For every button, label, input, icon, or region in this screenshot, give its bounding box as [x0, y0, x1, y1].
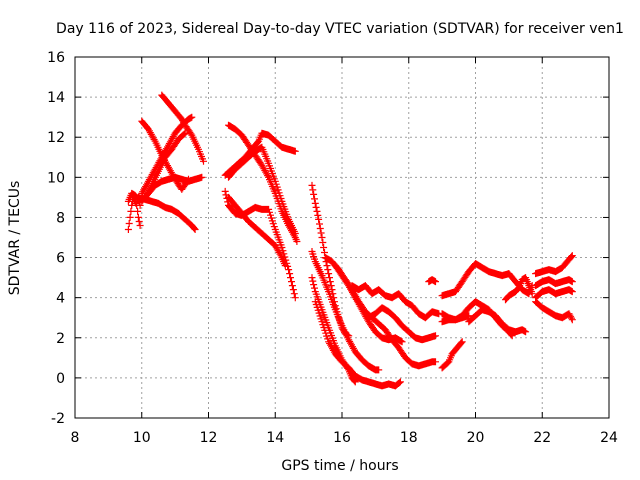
series-track-15: [308, 248, 383, 374]
grid: [75, 57, 609, 418]
x-tick-label: 16: [333, 430, 351, 446]
data-layer: [124, 91, 576, 390]
y-tick-label: -2: [51, 411, 65, 427]
x-tick-label: 8: [71, 430, 80, 446]
marker-path: [532, 276, 576, 290]
y-tick-label: 14: [47, 90, 65, 106]
series-track-27: [465, 306, 530, 336]
series-track-21: [365, 304, 439, 344]
y-axis-title: SDTVAR / TECUs: [7, 181, 23, 296]
series-track-26: [438, 260, 513, 300]
series-track-17: [311, 298, 404, 390]
marker-path: [134, 193, 199, 233]
series-track-20: [348, 282, 443, 322]
y-tick-label: 6: [56, 251, 65, 267]
series-track-19: [331, 262, 406, 346]
series-track-22: [425, 276, 439, 286]
y-tick-label: 8: [56, 210, 65, 226]
series-track-29: [505, 270, 536, 298]
marker-path: [348, 282, 443, 322]
marker-path: [225, 143, 299, 237]
x-tick-label: 20: [467, 430, 485, 446]
x-tick-label: 22: [533, 430, 551, 446]
marker-path: [532, 286, 576, 302]
marker-path: [365, 304, 439, 344]
marker-path: [225, 193, 289, 270]
y-tick-label: 4: [56, 291, 65, 307]
series-track-06: [158, 91, 207, 165]
marker-path: [308, 248, 383, 374]
series-track-33: [532, 298, 576, 324]
marker-path: [532, 298, 576, 324]
chart-title: Day 116 of 2023, Sidereal Day-to-day VTE…: [56, 21, 624, 37]
marker-path: [438, 298, 516, 340]
series-track-11: [225, 143, 299, 237]
marker-path: [311, 298, 404, 390]
series-track-08: [134, 193, 199, 233]
x-tick-label: 24: [600, 430, 618, 446]
y-tick-label: 0: [56, 371, 65, 387]
marker-path: [158, 91, 207, 165]
series-track-31: [532, 276, 576, 290]
series-track-13: [225, 193, 289, 270]
x-tick-label: 10: [133, 430, 151, 446]
x-tick-label: 18: [400, 430, 418, 446]
series-track-24: [438, 338, 466, 372]
series-track-32: [532, 286, 576, 302]
marker-path: [331, 262, 406, 346]
x-tick-label: 12: [200, 430, 218, 446]
marker-path: [505, 270, 536, 298]
x-tick-label: 14: [266, 430, 284, 446]
marker-path: [438, 338, 466, 372]
marker-path: [438, 260, 513, 300]
series-track-09: [225, 121, 301, 245]
marker-path: [225, 121, 301, 245]
y-tick-label: 2: [56, 331, 65, 347]
series-track-30: [532, 252, 576, 278]
series-track-25: [438, 298, 516, 340]
x-axis-title: GPS time / hours: [281, 458, 398, 474]
y-tick-label: 10: [47, 170, 65, 186]
marker-path: [425, 276, 439, 286]
marker-path: [465, 306, 530, 336]
y-tick-label: 16: [47, 50, 65, 66]
y-tick-label: 12: [47, 130, 65, 146]
marker-path: [532, 252, 576, 278]
